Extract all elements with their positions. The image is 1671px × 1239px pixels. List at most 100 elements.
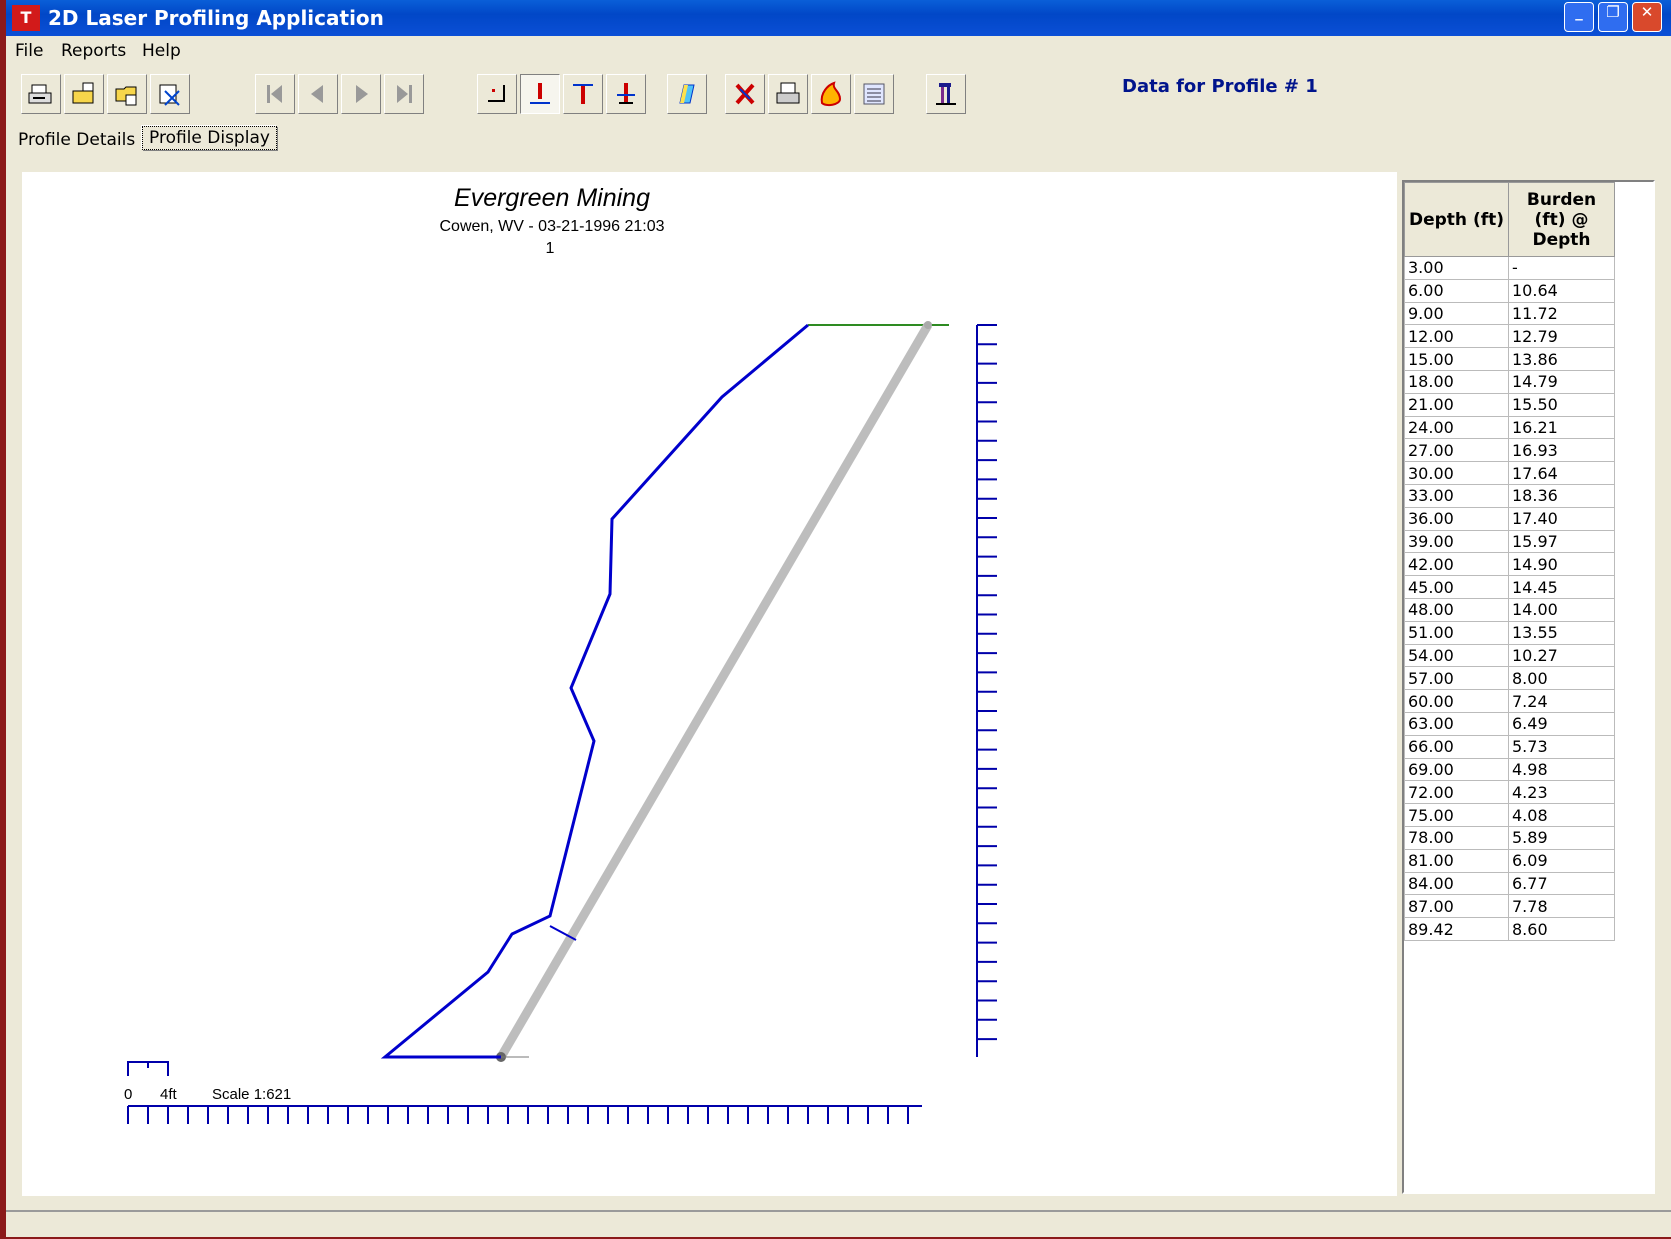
table-row: 84.00 6.77: [1405, 872, 1615, 895]
depth-cell: 48.00: [1405, 598, 1509, 621]
profile-plot: Evergreen Mining Cowen, WV - 03-21-1996 …: [22, 172, 1397, 1196]
next-icon[interactable]: [341, 74, 381, 114]
table-row: 78.00 5.89: [1405, 826, 1615, 849]
burden-cell: 7.24: [1509, 690, 1615, 713]
blast-icon[interactable]: [811, 74, 851, 114]
face-profile-line: [385, 325, 808, 1057]
burden-cell: 18.36: [1509, 484, 1615, 507]
plot-profile-number: 1: [546, 240, 555, 257]
depth-cell: 9.00: [1405, 302, 1509, 325]
open-folder-icon[interactable]: [107, 74, 147, 114]
table-row: 33.00 18.36: [1405, 484, 1615, 507]
depth-cell: 33.00: [1405, 484, 1509, 507]
depth-cell: 21.00: [1405, 393, 1509, 416]
profile-canvas: Evergreen Mining Cowen, WV - 03-21-1996 …: [22, 172, 1397, 1196]
depth-cell: 75.00: [1405, 804, 1509, 827]
horizontal-ruler: [128, 1106, 922, 1124]
previous-icon[interactable]: [298, 74, 338, 114]
depth-cell: 45.00: [1405, 576, 1509, 599]
table-row: 75.00 4.08: [1405, 804, 1615, 827]
depth-cell: 66.00: [1405, 735, 1509, 758]
table-row: 57.00 8.00: [1405, 667, 1615, 690]
crop-icon[interactable]: [150, 74, 190, 114]
burden-cell: 14.45: [1509, 576, 1615, 599]
burden-cell: 6.77: [1509, 872, 1615, 895]
table-row: 3.00-: [1405, 257, 1615, 280]
table-row: 12.00 12.79: [1405, 325, 1615, 348]
minimize-icon[interactable]: _: [1564, 2, 1594, 32]
table-row: 69.00 4.98: [1405, 758, 1615, 781]
app-window: T 2D Laser Profiling Application _ ❐ ✕ F…: [6, 0, 1671, 1237]
burden-cell: 15.97: [1509, 530, 1615, 553]
table-row: 60.00 7.24: [1405, 690, 1615, 713]
depth-column-header: Depth (ft): [1405, 183, 1509, 257]
burden-cell: 6.49: [1509, 712, 1615, 735]
menu-bar: File Reports Help: [6, 38, 1671, 64]
menu-file[interactable]: File: [15, 41, 43, 61]
burden-cell: 16.93: [1509, 439, 1615, 462]
table-row: 89.42 8.60: [1405, 918, 1615, 941]
burden-column-header: Burden (ft) @ Depth: [1509, 183, 1615, 257]
plot-title: Evergreen Mining: [454, 184, 650, 212]
table-row: 15.00 13.86: [1405, 348, 1615, 371]
burden-cell: 12.79: [1509, 325, 1615, 348]
burden-cell: 13.86: [1509, 348, 1615, 371]
burden-cell: 4.08: [1509, 804, 1615, 827]
table-row: 36.00 17.40: [1405, 507, 1615, 530]
burden-cell: 15.50: [1509, 393, 1615, 416]
bottom-anchor-icon[interactable]: [520, 74, 560, 114]
burden-cell: 17.64: [1509, 462, 1615, 485]
table-row: 6.00 10.64: [1405, 279, 1615, 302]
table-row: 63.00 6.49: [1405, 712, 1615, 735]
burden-marker-icon[interactable]: [606, 74, 646, 114]
delete-icon[interactable]: [725, 74, 765, 114]
depth-cell: 63.00: [1405, 712, 1509, 735]
export-icon[interactable]: [64, 74, 104, 114]
depth-cell: 27.00: [1405, 439, 1509, 462]
burden-cell: 10.27: [1509, 644, 1615, 667]
depth-cell: 89.42: [1405, 918, 1509, 941]
tab-profile-display[interactable]: Profile Display: [142, 126, 277, 150]
menu-reports[interactable]: Reports: [61, 41, 126, 61]
tab-profile-details[interactable]: Profile Details: [18, 130, 135, 150]
depth-cell: 6.00: [1405, 279, 1509, 302]
depth-cell: 57.00: [1405, 667, 1509, 690]
burden-cell: 17.40: [1509, 507, 1615, 530]
table-row: 42.00 14.90: [1405, 553, 1615, 576]
burden-cell: 5.73: [1509, 735, 1615, 758]
burden-cell: 13.55: [1509, 621, 1615, 644]
burden-cell: 8.60: [1509, 918, 1615, 941]
status-bar: [6, 1210, 1671, 1239]
burden-cell: 10.64: [1509, 279, 1615, 302]
top-anchor-icon[interactable]: [563, 74, 603, 114]
burden-cell: 14.79: [1509, 370, 1615, 393]
table-row: 30.00 17.64: [1405, 462, 1615, 485]
title-bar: T 2D Laser Profiling Application _ ❐ ✕: [6, 0, 1671, 36]
burden-cell: 16.21: [1509, 416, 1615, 439]
burden-cell: 11.72: [1509, 302, 1615, 325]
list-icon[interactable]: [854, 74, 894, 114]
toolbar: [6, 72, 1671, 120]
print-icon[interactable]: [21, 74, 61, 114]
table-row: 66.00 5.73: [1405, 735, 1615, 758]
color-fill-icon[interactable]: [667, 74, 707, 114]
table-row: 87.00 7.78: [1405, 895, 1615, 918]
burden-table-panel: Depth (ft) Burden (ft) @ Depth 3.00-6.00…: [1402, 180, 1655, 1194]
burden-cell: 4.23: [1509, 781, 1615, 804]
depth-cell: 54.00: [1405, 644, 1509, 667]
first-icon[interactable]: [255, 74, 295, 114]
depth-cell: 24.00: [1405, 416, 1509, 439]
point-marker-icon[interactable]: [477, 74, 517, 114]
depth-cell: 42.00: [1405, 553, 1509, 576]
printer-icon[interactable]: [768, 74, 808, 114]
table-row: 81.00 6.09: [1405, 849, 1615, 872]
restore-icon[interactable]: ❐: [1598, 2, 1628, 32]
close-icon[interactable]: ✕: [1632, 2, 1662, 32]
table-row: 27.00 16.93: [1405, 439, 1615, 462]
menu-help[interactable]: Help: [142, 41, 181, 61]
last-icon[interactable]: [384, 74, 424, 114]
drill-icon[interactable]: [926, 74, 966, 114]
table-row: 54.00 10.27: [1405, 644, 1615, 667]
burden-cell: 8.00: [1509, 667, 1615, 690]
drill-hole-line: [501, 325, 928, 1057]
